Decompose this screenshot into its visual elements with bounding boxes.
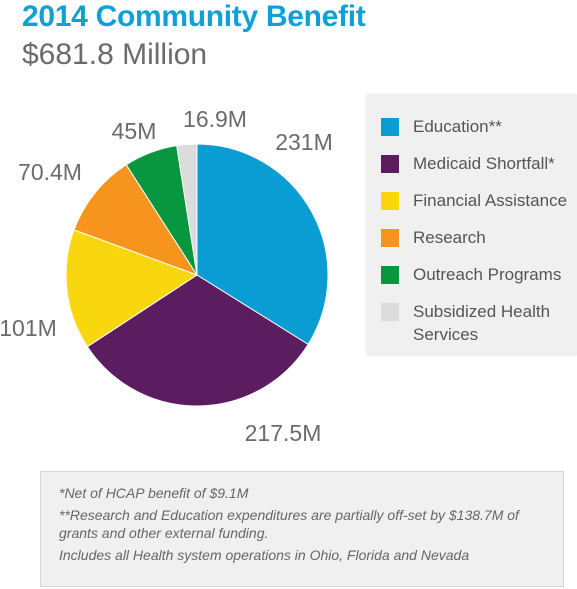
legend-label-education: Education** [413, 117, 502, 136]
legend-item-subsidized-health-services: Subsidized Health Services [381, 300, 577, 346]
pie-slice-financial-assistance [65, 229, 199, 348]
data-label-financial-assistance: 101M [0, 315, 57, 341]
pie-slice-education [196, 143, 329, 346]
chart-title: 2014 Community Benefit [22, 0, 366, 33]
legend-swatch-research [381, 229, 399, 247]
pie-slice-research [73, 164, 199, 276]
footnotes: *Net of HCAP benefit of $9.1M **Research… [40, 471, 564, 587]
legend-label-subsidized-health-services: Subsidized Health Services [413, 302, 551, 344]
legend-swatch-outreach-programs [381, 266, 399, 284]
legend-swatch-education [381, 118, 399, 136]
legend-label-research: Research [413, 228, 486, 247]
legend-item-outreach-programs: Outreach Programs [381, 263, 577, 286]
legend: Education** Medicaid Shortfall* Financia… [367, 95, 577, 355]
legend-swatch-medicaid-shortfall [381, 155, 399, 173]
legend-swatch-financial-assistance [381, 192, 399, 210]
legend-label-medicaid-shortfall: Medicaid Shortfall* [413, 154, 555, 173]
footnote-hcap: *Net of HCAP benefit of $9.1M [59, 485, 249, 501]
legend-item-education: Education** [381, 115, 577, 138]
pie-slice-subsidized-health-services [176, 143, 198, 276]
legend-label-financial-assistance: Financial Assistance [413, 191, 568, 210]
footnote-grants: **Research and Education expenditures ar… [59, 507, 519, 541]
data-label-subsidized-health-services: 16.9M [183, 106, 247, 132]
data-label-research: 70.4M [18, 159, 82, 185]
legend-item-medicaid-shortfall: Medicaid Shortfall* [381, 152, 577, 175]
data-label-outreach-programs: 45M [112, 118, 157, 144]
pie-slice-medicaid-shortfall [86, 274, 309, 407]
data-label-medicaid-shortfall: 217.5M [245, 420, 322, 446]
data-label-education: 231M [275, 129, 333, 155]
chart-subtitle: $681.8 Million [22, 38, 208, 71]
footnote-operations: Includes all Health system operations in… [59, 547, 470, 563]
legend-swatch-subsidized-health-services [381, 303, 399, 321]
legend-item-financial-assistance: Financial Assistance [381, 189, 577, 212]
legend-label-outreach-programs: Outreach Programs [413, 265, 562, 284]
legend-item-research: Research [381, 226, 577, 249]
